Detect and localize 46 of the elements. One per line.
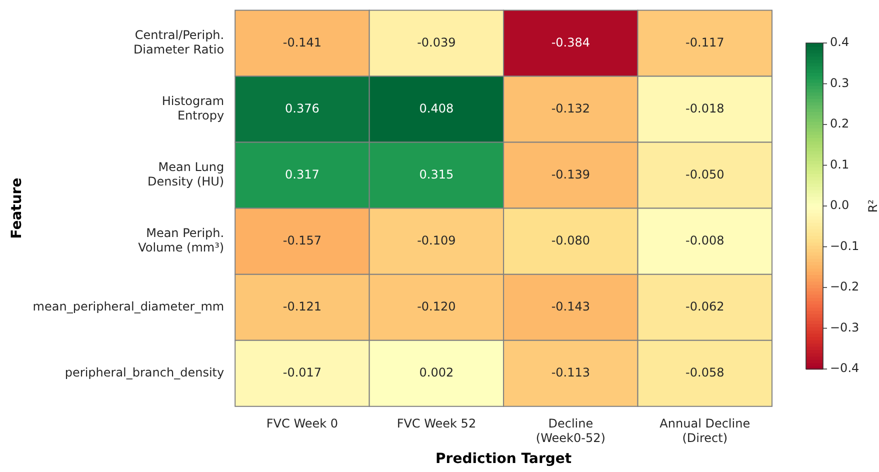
data-label: 0.317: [285, 167, 320, 182]
color-bar-label: −0.2: [830, 280, 860, 294]
data-label: 0.408: [419, 101, 454, 116]
x-tick-label: FVC Week 52: [396, 416, 476, 431]
data-label: 0.376: [285, 101, 320, 116]
data-label: -0.039: [417, 35, 456, 50]
data-label: 0.315: [419, 167, 454, 182]
color-bar-label: −0.1: [830, 238, 860, 253]
data-label: -0.384: [551, 35, 590, 50]
color-bar-label: 0.4: [830, 35, 850, 50]
data-label: -0.141: [282, 35, 322, 50]
x-tick-label: FVC Week 0: [266, 416, 338, 431]
color-bar-label: 0.3: [830, 76, 850, 90]
data-label: -0.132: [551, 101, 590, 116]
data-label: -0.008: [686, 233, 724, 248]
data-label: 0.002: [419, 366, 454, 380]
color-bar-title: R²: [866, 199, 879, 213]
y-tick-label: peripheral_branch_density: [64, 366, 224, 380]
color-bar-label: −0.4: [830, 361, 860, 376]
y-tick-label: Mean Periph. Volume (mm³): [138, 226, 224, 255]
data-label: -0.080: [551, 233, 590, 248]
data-label: -0.143: [551, 299, 590, 314]
data-label: -0.109: [417, 233, 456, 248]
y-axis-title: Feature: [9, 178, 26, 239]
data-label: -0.121: [282, 299, 322, 314]
y-tick-label: mean_peripheral_diameter_mm: [32, 299, 224, 314]
data-label: -0.018: [686, 101, 724, 116]
color-bar-label: 0.2: [830, 116, 850, 131]
data-label: -0.113: [551, 366, 590, 380]
color-bar-label: 0.0: [830, 198, 850, 212]
color-bar-label: 0.1: [830, 157, 850, 172]
y-tick-label: Mean Lung Density (HU): [147, 160, 224, 189]
y-tick-label: Central/Periph. Diameter Ratio: [133, 28, 224, 57]
data-label: -0.058: [686, 366, 724, 380]
data-label: -0.017: [282, 366, 322, 380]
x-tick-label: Annual Decline (Direct): [660, 416, 750, 446]
data-label: -0.117: [686, 35, 724, 50]
color-bar-label: −0.3: [830, 320, 860, 334]
y-tick-label: Histogram Entropy: [162, 94, 224, 123]
x-axis-title: Prediction Target: [436, 451, 572, 468]
data-label: -0.139: [551, 167, 590, 182]
x-tick-label: Decline (Week0-52): [536, 416, 606, 446]
data-label: -0.120: [417, 299, 456, 314]
data-label: -0.062: [686, 299, 724, 314]
data-label: -0.050: [686, 167, 724, 182]
data-label: -0.157: [282, 233, 322, 248]
